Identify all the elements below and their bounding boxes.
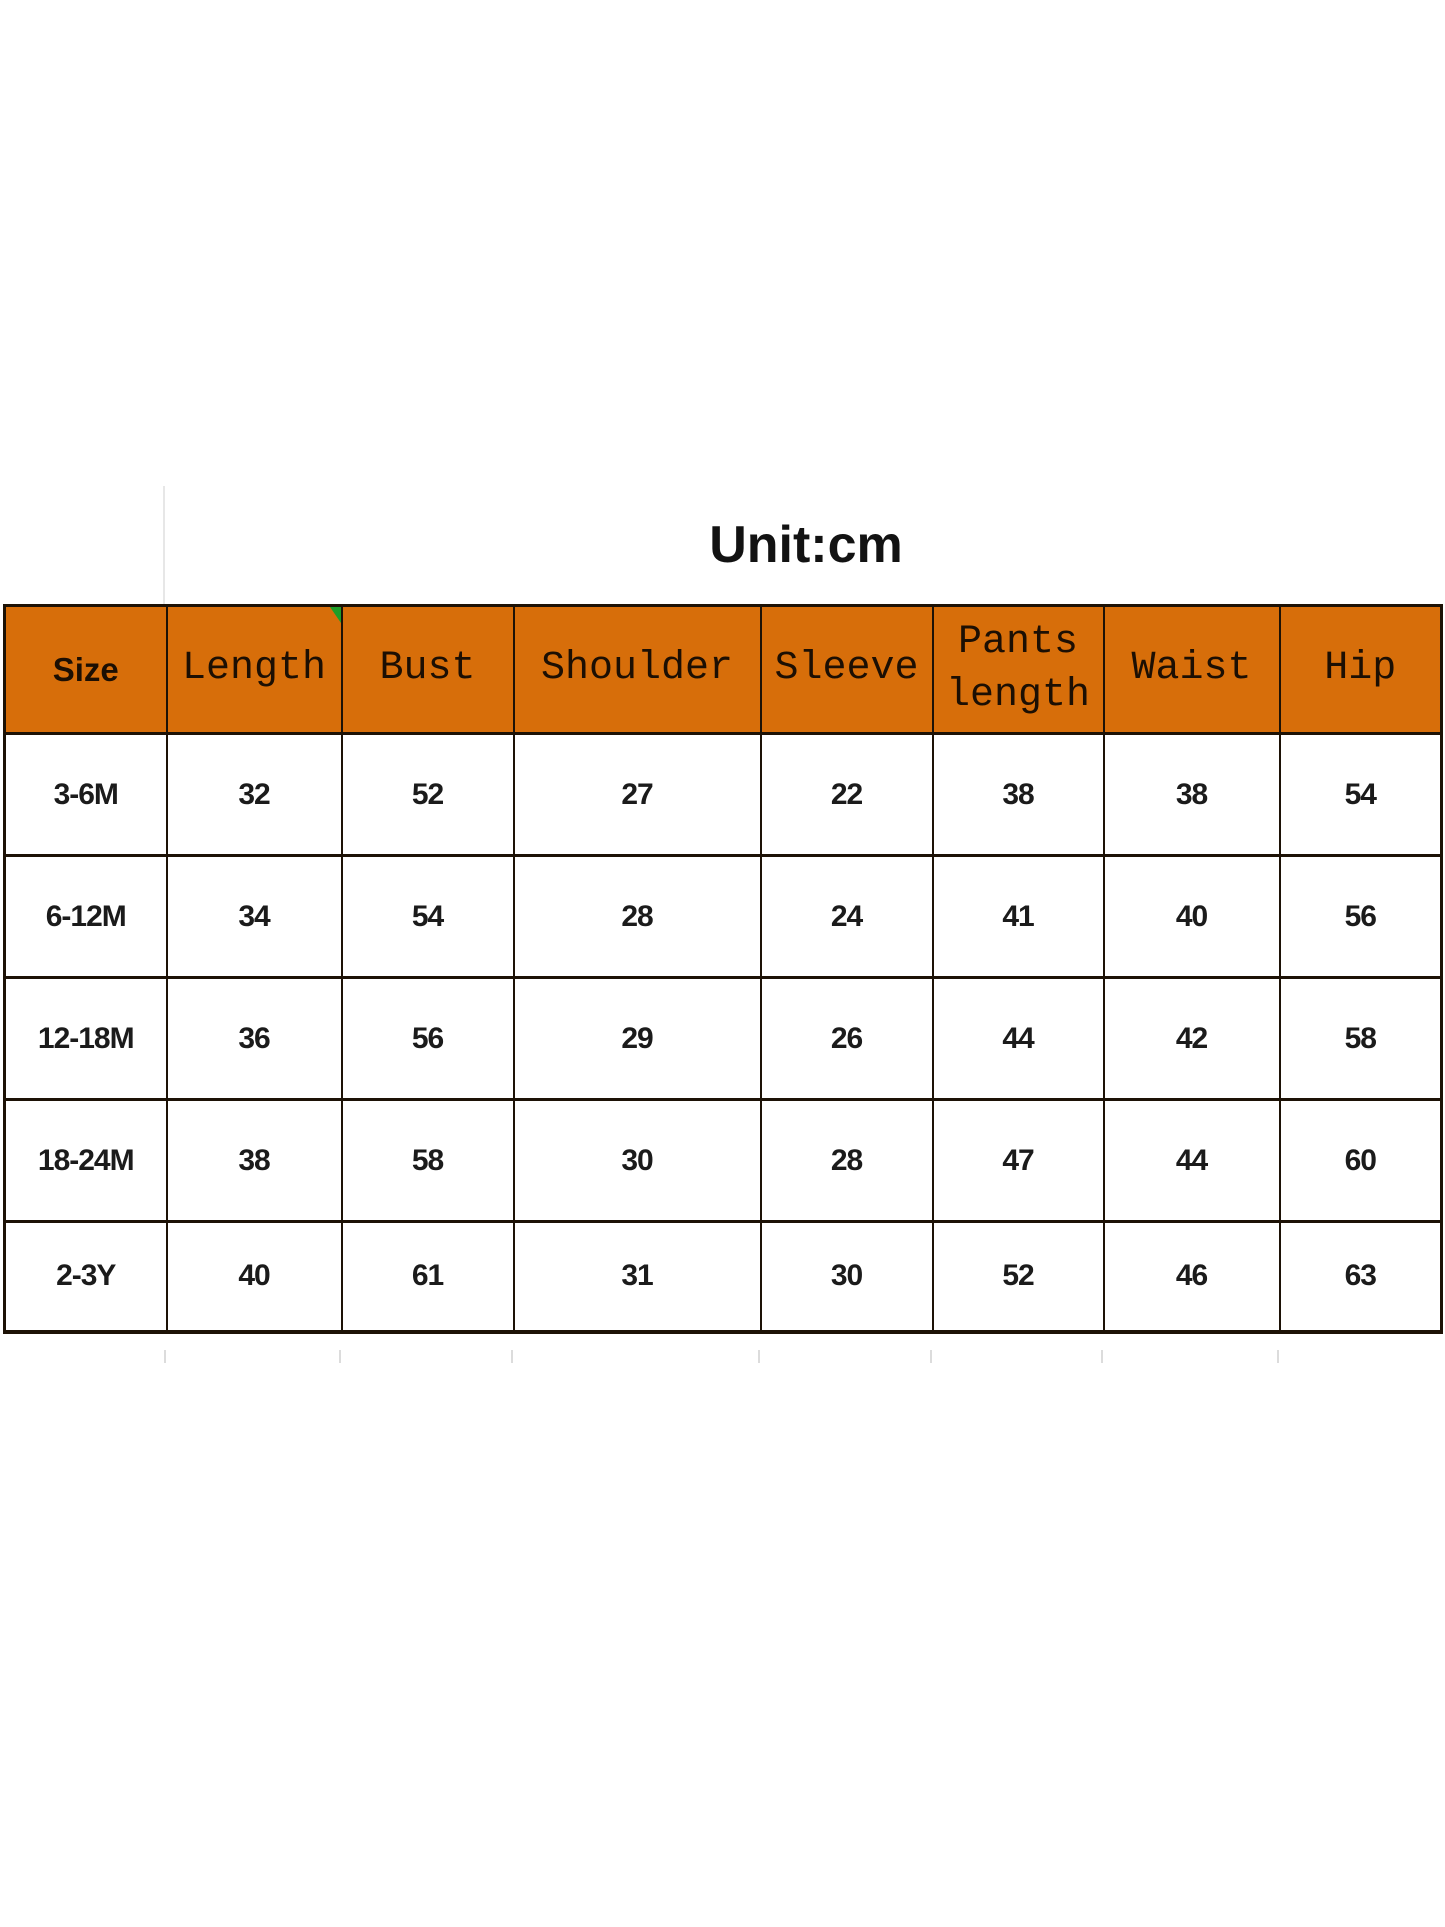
col-header-waist: Waist [1102,604,1281,735]
value-cell: 38 [1102,732,1281,857]
col-header-bust: Bust [340,604,515,735]
size-cell: 12-18M [3,976,168,1101]
value-cell: 34 [165,854,343,979]
value-cell: 40 [165,1220,343,1333]
gridline-tick [758,1350,760,1363]
value-cell: 38 [931,732,1105,857]
value-cell: 54 [340,854,515,979]
value-cell: 36 [165,976,343,1101]
gridline-artifact-top [163,486,165,604]
value-cell: 52 [931,1220,1105,1333]
value-cell: 56 [1278,854,1443,979]
col-header-size: Size [3,604,168,735]
value-cell: 52 [340,732,515,857]
col-header-length-label: Length [181,646,327,692]
gridline-tick [339,1350,341,1363]
gridline-tick [511,1350,513,1363]
col-header-length: Length [165,604,343,735]
value-cell: 28 [759,1098,934,1223]
size-cell: 2-3Y [3,1220,168,1333]
value-cell: 47 [931,1098,1105,1223]
value-cell: 61 [340,1220,515,1333]
value-cell: 41 [931,854,1105,979]
value-cell: 44 [1102,1098,1281,1223]
value-cell: 24 [759,854,934,979]
table-row: 12-18M 36 56 29 26 44 42 58 [3,976,1443,1101]
value-cell: 27 [512,732,762,857]
value-cell: 58 [1278,976,1443,1101]
size-cell: 3-6M [3,732,168,857]
value-cell: 40 [1102,854,1281,979]
value-cell: 30 [512,1098,762,1223]
value-cell: 32 [165,732,343,857]
unit-label: Unit:cm [709,516,903,574]
value-cell: 26 [759,976,934,1101]
value-cell: 44 [931,976,1105,1101]
col-header-hip: Hip [1278,604,1443,735]
table-row: 18-24M 38 58 30 28 47 44 60 [3,1098,1443,1223]
size-cell: 6-12M [3,854,168,979]
header-row: Size Length Bust Shoulder Sleeve Pants l… [3,604,1443,735]
cell-corner-marker-icon [329,608,340,623]
gridline-tick [164,1350,166,1363]
value-cell: 29 [512,976,762,1101]
value-cell: 31 [512,1220,762,1333]
value-cell: 38 [165,1098,343,1223]
value-cell: 42 [1102,976,1281,1101]
table-row: 6-12M 34 54 28 24 41 40 56 [3,854,1443,979]
value-cell: 58 [340,1098,515,1223]
value-cell: 30 [759,1220,934,1333]
value-cell: 63 [1278,1220,1443,1333]
col-header-sleeve: Sleeve [759,604,934,735]
size-chart-table: Size Length Bust Shoulder Sleeve Pants l… [3,604,1443,1334]
size-cell: 18-24M [3,1098,168,1223]
gridline-tick [1277,1350,1279,1363]
table-row: 3-6M 32 52 27 22 38 38 54 [3,732,1443,857]
col-header-pants-length: Pants length [931,604,1105,735]
value-cell: 60 [1278,1098,1443,1223]
gridline-tick [930,1350,932,1363]
value-cell: 54 [1278,732,1443,857]
value-cell: 46 [1102,1220,1281,1333]
value-cell: 28 [512,854,762,979]
gridline-tick [1101,1350,1103,1363]
col-header-shoulder: Shoulder [512,604,762,735]
value-cell: 22 [759,732,934,857]
table-row: 2-3Y 40 61 31 30 52 46 63 [3,1220,1443,1333]
value-cell: 56 [340,976,515,1101]
